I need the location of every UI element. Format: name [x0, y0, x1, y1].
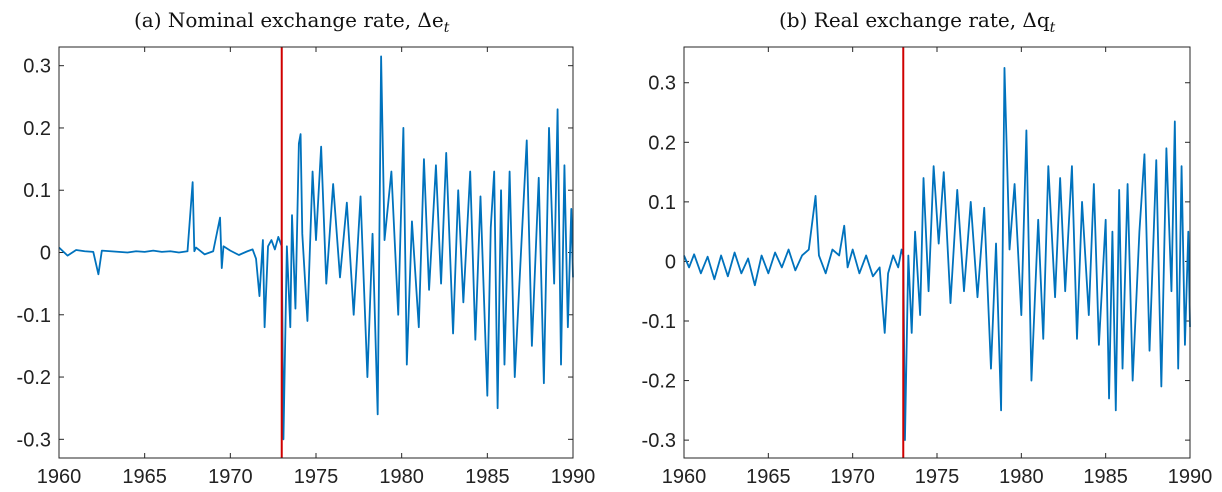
x-tick-label: 1975 [294, 466, 339, 488]
y-tick-label: 0.3 [648, 73, 676, 95]
x-tick-label: 1970 [830, 466, 875, 488]
x-tick-label: 1985 [465, 466, 510, 488]
y-tick-label: -0.3 [642, 430, 676, 452]
x-tick-label: 1975 [915, 466, 960, 488]
y-tick-label: 0 [40, 243, 51, 265]
y-tick-label: 0.2 [23, 118, 51, 140]
chart-title-text: (a) Nominal exchange rate, Δe [134, 8, 444, 32]
y-tick-label: 0.1 [23, 180, 51, 202]
axes-box [683, 46, 1191, 459]
y-tick-label: -0.1 [17, 305, 51, 327]
chart-title-subscript: t [1049, 20, 1056, 36]
chart-title-text: (b) Real exchange rate, Δq [779, 8, 1050, 32]
x-tick-label: 1965 [122, 466, 167, 488]
y-tick-label: -0.3 [17, 429, 51, 451]
y-tick-label: -0.2 [17, 367, 51, 389]
x-tick-label: 1980 [999, 466, 1044, 488]
y-tick-label: 0.1 [648, 192, 676, 214]
y-tick-label: -0.1 [642, 311, 676, 333]
y-tick-label: 0 [665, 251, 676, 273]
x-tick-label: 1990 [1168, 466, 1213, 488]
chart-title-subscript: t [443, 20, 450, 36]
axes-box [58, 46, 574, 459]
x-tick-label: 1980 [379, 466, 424, 488]
y-tick-label: 0.2 [648, 132, 676, 154]
y-tick-label: -0.2 [642, 371, 676, 393]
chart-panel-nominal: (a) Nominal exchange rate, Δet 0.3 0.2 0.1… [17, 8, 596, 488]
y-tick-label: 0.3 [23, 56, 51, 78]
chart-panel-real: (b) Real exchange rate, Δqt 0.3 0.2 0.1 0 -0… [611, 0, 1222, 492]
x-tick-label: 1960 [662, 466, 707, 488]
series-line [58, 55, 574, 441]
chart-svg: 0.3 0.2 0.1 0 -0.1 -0.2 -0.3 1960 1965 1970 1975 19… [17, 46, 596, 488]
chart-svg: 0.3 0.2 0.1 0 -0.1 -0.2 -0.3 1960 1965 1970 1975 19… [642, 46, 1213, 488]
x-tick-label: 1990 [551, 466, 596, 488]
x-tick-label: 1960 [37, 466, 82, 488]
series-line [683, 66, 1191, 442]
x-tick-label: 1970 [208, 466, 253, 488]
x-tick-label: 1985 [1083, 466, 1128, 488]
plot-area [684, 47, 1190, 458]
x-tick-label: 1965 [746, 466, 791, 488]
